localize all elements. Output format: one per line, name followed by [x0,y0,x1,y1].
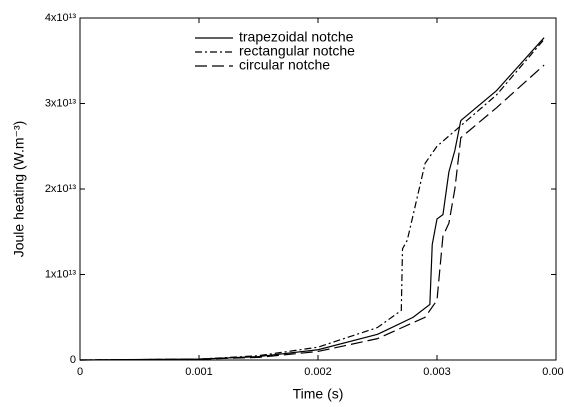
series-line [79,64,545,361]
x-tick-label: 0.003 [423,366,451,378]
y-tick-label: 3x10¹³ [45,97,77,109]
x-axis-label: Time (s) [293,386,344,402]
x-tick-label: 0.004 [542,366,564,378]
legend-label: trapezoidal notche [239,29,354,45]
y-axis-label: Joule heating (W.m⁻³) [11,121,27,258]
series-line [79,38,545,361]
x-tick-label: 0 [77,366,83,378]
y-tick-label: 2x10¹³ [45,183,77,195]
x-tick-label: 0.002 [304,366,332,378]
y-tick-label: 0 [70,354,76,366]
y-tick-label: 4x10¹³ [45,12,77,24]
legend-label: rectangular notche [239,43,355,59]
x-tick-label: 0.001 [185,366,213,378]
y-tick-label: 1x10¹³ [45,268,77,280]
legend-label: circular notche [239,57,330,73]
series-line [79,37,545,361]
